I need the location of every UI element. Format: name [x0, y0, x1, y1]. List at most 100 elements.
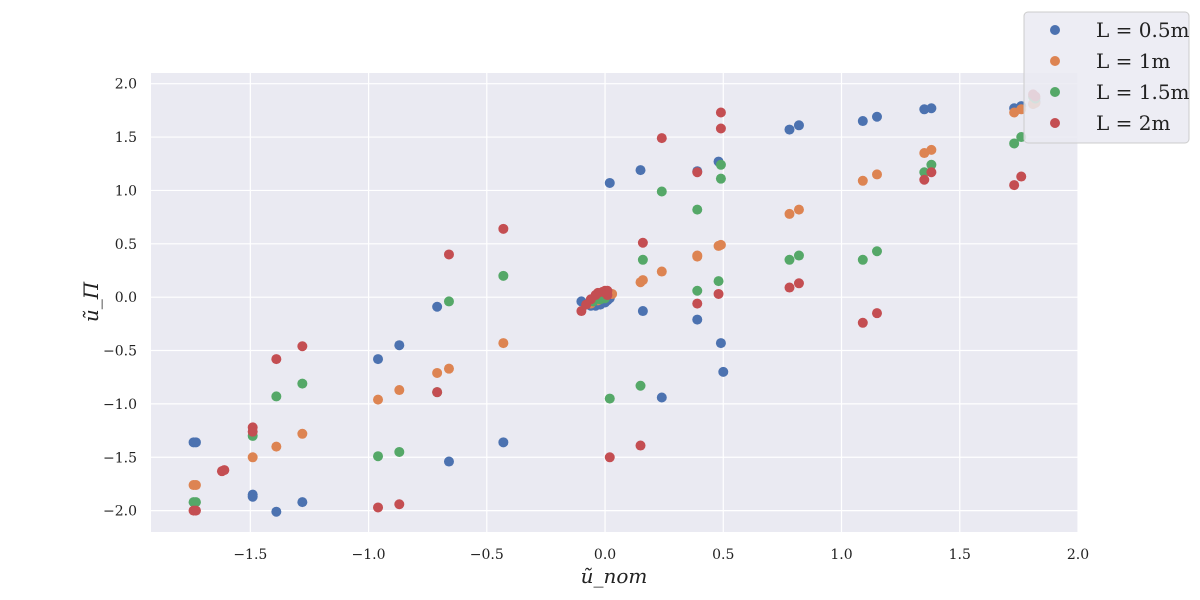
data-point — [297, 428, 308, 439]
data-point — [394, 499, 405, 510]
series-2 — [188, 91, 1041, 508]
data-point — [784, 254, 795, 265]
data-point — [919, 167, 930, 178]
data-point — [271, 506, 282, 517]
data-point — [637, 254, 648, 265]
data-point — [604, 177, 615, 188]
data-point — [1009, 138, 1020, 149]
data-point — [604, 393, 615, 404]
data-point — [443, 249, 454, 260]
data-point — [715, 338, 726, 349]
data-point — [297, 341, 308, 352]
data-point — [635, 165, 646, 176]
data-point — [498, 223, 509, 234]
data-point — [443, 363, 454, 374]
data-point — [692, 285, 703, 296]
x-axis-label: ũ_nom — [581, 564, 648, 588]
data-point — [715, 159, 726, 170]
data-point — [432, 301, 443, 312]
y-tick-label: −1.5 — [103, 450, 137, 466]
data-point — [247, 426, 258, 437]
data-point — [926, 167, 937, 178]
data-point — [635, 440, 646, 451]
data-point — [498, 437, 509, 448]
data-point — [373, 354, 384, 365]
data-point — [637, 275, 648, 286]
x-tick-label: 2.0 — [1067, 547, 1089, 563]
y-tick-label: 1.0 — [115, 183, 137, 199]
data-point — [247, 452, 258, 463]
data-point — [190, 497, 201, 508]
data-point — [871, 111, 882, 122]
data-point — [715, 123, 726, 134]
x-tick-label: 0.0 — [594, 547, 616, 563]
data-point — [373, 451, 384, 462]
data-point — [443, 456, 454, 467]
x-tick-label: −0.5 — [470, 547, 504, 563]
data-point — [793, 204, 804, 215]
legend: L = 0.5m L = 1m L = 1.5m L = 2m — [1023, 11, 1190, 144]
data-point — [247, 491, 258, 502]
data-point — [793, 120, 804, 131]
data-point — [857, 254, 868, 265]
legend-marker — [1050, 25, 1060, 35]
data-point — [926, 103, 937, 114]
x-tick-label: −1.5 — [233, 547, 267, 563]
data-point — [692, 314, 703, 325]
data-point — [718, 366, 729, 377]
data-point — [715, 173, 726, 184]
legend-box — [1023, 11, 1190, 144]
y-tick-label: −1.0 — [103, 397, 137, 413]
data-point — [498, 270, 509, 281]
data-point — [635, 380, 646, 391]
y-tick-label: −2.0 — [103, 504, 137, 520]
plot-background — [151, 73, 1078, 532]
data-point — [656, 133, 667, 144]
data-point — [871, 308, 882, 319]
data-point — [692, 298, 703, 309]
data-point — [713, 276, 724, 287]
legend-marker — [1050, 87, 1060, 97]
data-point — [432, 367, 443, 378]
data-point — [373, 394, 384, 405]
legend-entry: L = 1m — [1096, 49, 1170, 73]
data-point — [793, 278, 804, 289]
data-point — [656, 392, 667, 403]
data-point — [394, 446, 405, 457]
y-tick-label: 0.5 — [115, 237, 137, 253]
data-point — [637, 306, 648, 317]
data-point — [190, 505, 201, 516]
data-point — [271, 391, 282, 402]
data-point — [443, 296, 454, 307]
data-point — [871, 246, 882, 257]
data-point — [1009, 180, 1020, 191]
data-point — [602, 290, 613, 301]
data-point — [432, 387, 443, 398]
legend-marker — [1050, 56, 1060, 66]
data-point — [498, 338, 509, 349]
data-point — [297, 378, 308, 389]
data-point — [1016, 171, 1027, 182]
y-tick-label: 0.0 — [115, 290, 137, 306]
data-point — [784, 282, 795, 293]
data-point — [656, 186, 667, 197]
data-point — [271, 441, 282, 452]
data-point — [394, 385, 405, 396]
y-tick-label: 1.5 — [115, 130, 137, 146]
data-point — [715, 107, 726, 118]
data-point — [926, 159, 937, 170]
data-point — [857, 175, 868, 186]
data-point — [394, 340, 405, 351]
data-point — [373, 502, 384, 513]
legend-entry: L = 1.5m — [1096, 80, 1190, 104]
data-point — [793, 250, 804, 261]
data-point — [656, 266, 667, 277]
data-point — [297, 497, 308, 508]
y-tick-label: 2.0 — [115, 77, 137, 93]
x-tick-label: 1.5 — [949, 547, 971, 563]
data-point — [692, 250, 703, 261]
data-point — [190, 437, 201, 448]
data-point — [190, 480, 201, 491]
y-axis-label: ũ_Π — [79, 281, 103, 322]
